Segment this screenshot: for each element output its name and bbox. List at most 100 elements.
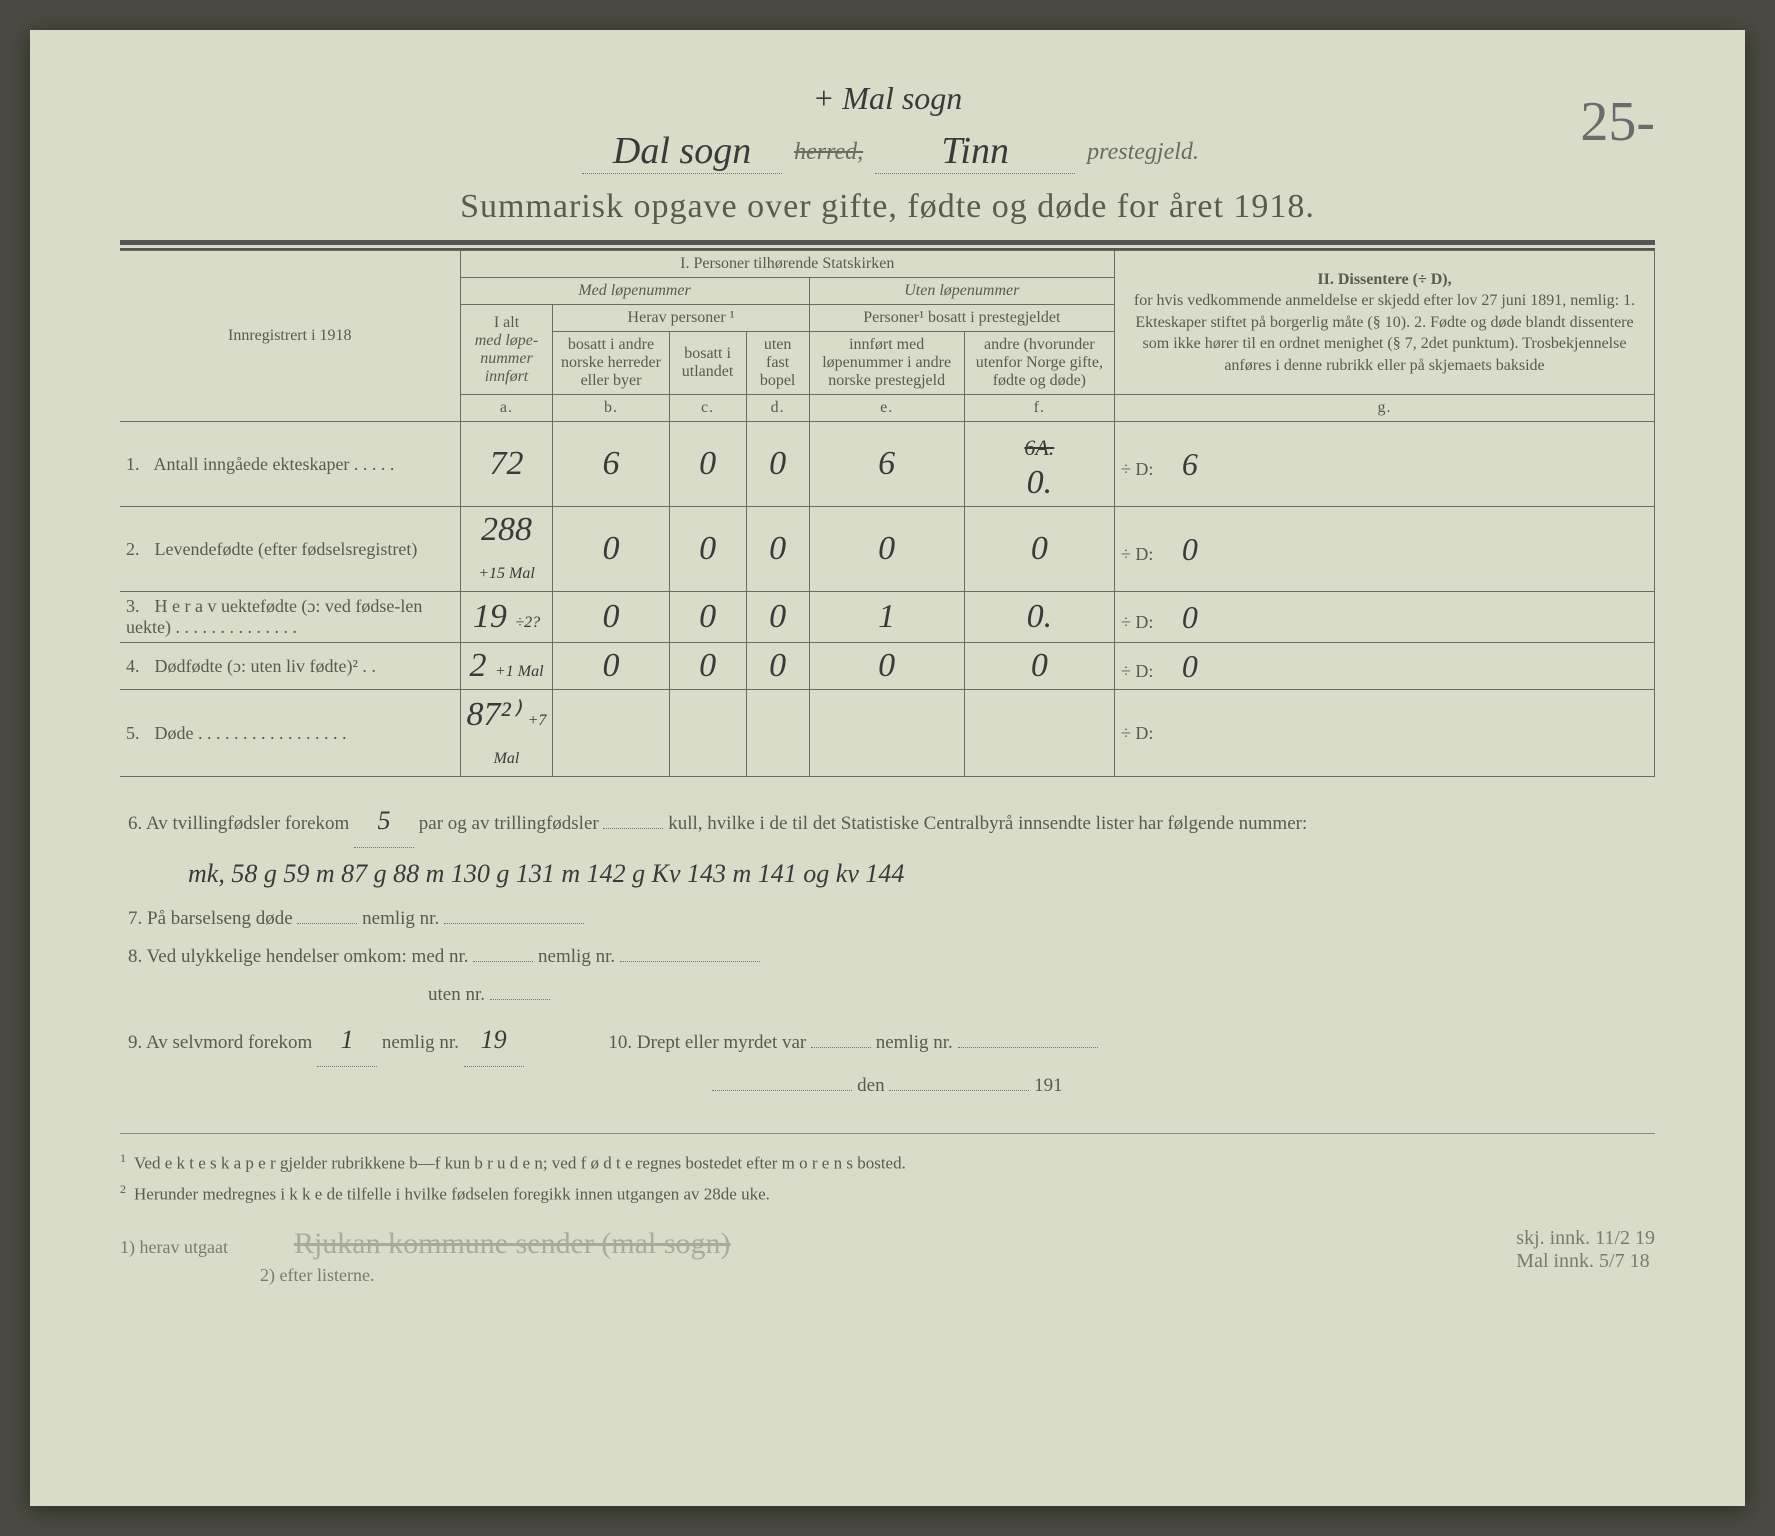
- section-i-title: I. Personer tilhørende Statskirken: [460, 251, 1114, 278]
- table-row: 3. H e r a v uektefødte (ɔ: ved fødse-le…: [120, 592, 1655, 643]
- date-year: 191: [1034, 1075, 1063, 1096]
- uten-lopenummer: Uten løpenummer: [809, 278, 1114, 305]
- document-title: Summarisk opgave over gifte, fødte og dø…: [120, 188, 1655, 226]
- col-b: bosatt i andre norske herreder eller bye…: [553, 332, 669, 395]
- q6-c: kull, hvilke i de til det Statistiske Ce…: [668, 813, 1307, 834]
- main-table: Innregistrert i 1918 I. Personer tilhøre…: [120, 250, 1655, 777]
- col-a-header: I alt med løpe-nummer innført: [460, 305, 553, 395]
- section-ii-title: II. Dissentere (÷ D),: [1317, 271, 1451, 288]
- fn1: 1Ved e k t e s k a p e r gjelder rubrikk…: [120, 1148, 1655, 1179]
- bottom-right2: Mal innk. 5/7 18: [1516, 1250, 1649, 1272]
- bottom-left1: 1) herav utgaat: [120, 1237, 228, 1257]
- q6-val: 5: [354, 795, 414, 848]
- sub-b: b.: [553, 395, 669, 422]
- footnotes: 1Ved e k t e s k a p e r gjelder rubrikk…: [120, 1133, 1655, 1209]
- cell-b: 0: [553, 507, 669, 592]
- cell-b: 0: [553, 592, 669, 643]
- cell-g: ÷ D: 0: [1114, 592, 1654, 643]
- sub-f: f.: [964, 395, 1114, 422]
- lower-questions: 6. Av tvillingfødsler forekom 5 par og a…: [120, 795, 1655, 1105]
- q8c: uten nr.: [128, 976, 1647, 1014]
- q8c-blank: [490, 999, 550, 1000]
- q6-blank: [603, 828, 663, 829]
- q7: 7. På barselseng døde nemlig nr.: [128, 900, 1647, 938]
- q6: 6. Av tvillingfødsler forekom 5 par og a…: [128, 795, 1647, 848]
- q9-q10: 9. Av selvmord forekom 1 nemlig nr. 19 1…: [128, 1014, 1647, 1067]
- q8-b: nemlig nr.: [538, 946, 615, 967]
- col-c: bosatt i utlandet: [669, 332, 746, 395]
- bottom-right1: skj. innk. 11/2 19: [1516, 1227, 1655, 1249]
- herred-label: herred,: [794, 139, 863, 165]
- row-label: 4. Dødfødte (ɔ: uten liv fødte)² . .: [120, 643, 460, 690]
- cell-f: 6A.0.: [964, 422, 1114, 507]
- q10-blank2: [958, 1047, 1098, 1048]
- q7-b: nemlig nr.: [362, 908, 439, 929]
- table-row: 4. Dødfødte (ɔ: uten liv fødte)² . .2 +1…: [120, 643, 1655, 690]
- top-annotation: + Mal sogn: [120, 80, 1655, 117]
- q6-hand: mk, 58 g 59 m 87 g 88 m 130 g 131 m 142 …: [128, 848, 1647, 900]
- cell-d: 0: [746, 507, 809, 592]
- cell-g: ÷ D: 0: [1114, 507, 1654, 592]
- page-number: 25-: [1580, 90, 1655, 154]
- cell-e: [809, 690, 964, 777]
- cell-c: 0: [669, 507, 746, 592]
- row-label: 1. Antall inngåede ekteskaper . . . . .: [120, 422, 460, 507]
- q8-blank1: [473, 961, 533, 962]
- q10-label: 10. Drept eller myrdet var: [608, 1032, 806, 1053]
- prestegjeld-label: prestegjeld.: [1087, 139, 1199, 165]
- q7-blank2: [444, 923, 584, 924]
- cell-e: 0: [809, 643, 964, 690]
- q9-val2: 19: [464, 1014, 524, 1067]
- q10-blank1: [811, 1047, 871, 1048]
- row-label: 3. H e r a v uektefødte (ɔ: ved fødse-le…: [120, 592, 460, 643]
- table-body: 1. Antall inngåede ekteskaper . . . . .7…: [120, 422, 1655, 777]
- bottom-strike: Rjukan kommune sender (mal sogn): [294, 1227, 731, 1260]
- col-e: innført med løpenummer i andre norske pr…: [809, 332, 964, 395]
- cell-g: ÷ D: 0: [1114, 643, 1654, 690]
- sub-c: c.: [669, 395, 746, 422]
- col-d: uten fast bopel: [746, 332, 809, 395]
- cell-f: 0: [964, 643, 1114, 690]
- cell-c: 0: [669, 422, 746, 507]
- q10-b: nemlig nr.: [876, 1032, 953, 1053]
- bottom-annotations: skj. innk. 11/2 19 Mal innk. 5/7 18 1) h…: [120, 1227, 1655, 1288]
- row-label: 2. Levendefødte (efter fødselsregistret): [120, 507, 460, 592]
- cell-e: 6: [809, 422, 964, 507]
- cell-a: 72: [460, 422, 553, 507]
- cell-d: 0: [746, 422, 809, 507]
- cell-d: 0: [746, 592, 809, 643]
- cell-d: 0: [746, 643, 809, 690]
- date-blank2: [889, 1090, 1029, 1091]
- cell-c: 0: [669, 643, 746, 690]
- q9-label: 9. Av selvmord forekom: [128, 1032, 312, 1053]
- herred-value: Dal sogn: [582, 129, 782, 174]
- q6-b: par og av trillingfødsler: [419, 813, 599, 834]
- q8: 8. Ved ulykkelige hendelser omkom: med n…: [128, 938, 1647, 976]
- date-line: den 191: [128, 1067, 1647, 1105]
- document-page: 25- + Mal sogn Dal sogn herred, Tinn pre…: [30, 30, 1745, 1506]
- col-f: andre (hvorunder utenfor Norge gifte, fø…: [964, 332, 1114, 395]
- cell-c: 0: [669, 592, 746, 643]
- cell-g: ÷ D:: [1114, 690, 1654, 777]
- rule: [120, 240, 1655, 250]
- table-row: 5. Døde . . . . . . . . . . . . . . . . …: [120, 690, 1655, 777]
- bottom-left2: 2) efter listerne.: [260, 1265, 374, 1285]
- table-header: Innregistrert i 1918 I. Personer tilhøre…: [120, 251, 1655, 422]
- date-blank1: [712, 1090, 852, 1091]
- fn2-text: Herunder medregnes i k k e de tilfelle i…: [134, 1184, 770, 1203]
- col-a-mid: med løpe-nummer innført: [475, 332, 539, 385]
- cell-d: [746, 690, 809, 777]
- sub-g: g.: [1114, 395, 1654, 422]
- herav-personer: Herav personer ¹: [553, 305, 809, 332]
- fn1-text: Ved e k t e s k a p e r gjelder rubrikke…: [134, 1154, 906, 1173]
- sub-a: a.: [460, 395, 553, 422]
- cell-a: 87²⁾ +7 Mal: [460, 690, 553, 777]
- bottom-right: skj. innk. 11/2 19 Mal innk. 5/7 18: [1516, 1227, 1655, 1273]
- row-label: 5. Døde . . . . . . . . . . . . . . . . …: [120, 690, 460, 777]
- cell-e: 1: [809, 592, 964, 643]
- date-den: den: [857, 1075, 884, 1096]
- q8-c: uten nr.: [428, 984, 485, 1005]
- cell-e: 0: [809, 507, 964, 592]
- q9-val: 1: [317, 1014, 377, 1067]
- cell-f: 0.: [964, 592, 1114, 643]
